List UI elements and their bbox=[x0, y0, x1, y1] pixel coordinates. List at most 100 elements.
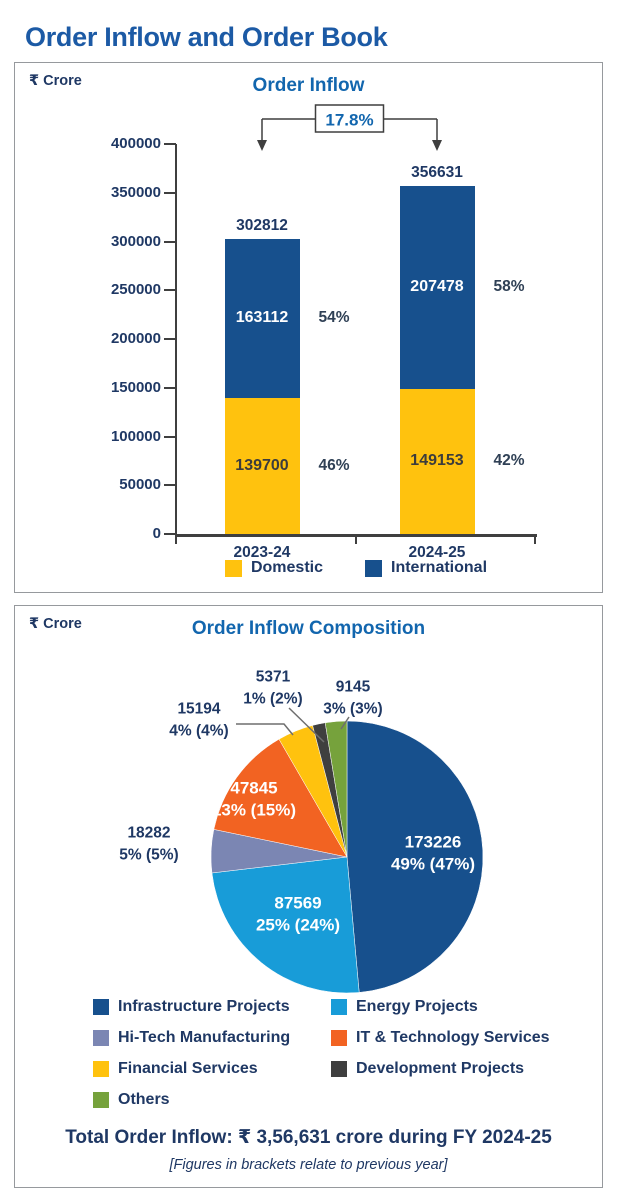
domestic-swatch bbox=[224, 559, 242, 577]
annotation-box bbox=[314, 104, 385, 133]
bar-segment-international bbox=[224, 238, 300, 398]
pie-legend-label: Development Projects bbox=[356, 1060, 525, 1077]
financial-services-swatch bbox=[93, 1061, 109, 1077]
pie-value-others: 9145 bbox=[336, 679, 371, 696]
bar-pct-domestic: 46% bbox=[318, 456, 350, 474]
growth-pct-label: 17.8% bbox=[325, 111, 373, 130]
bar-pct-international: 54% bbox=[318, 309, 350, 327]
pie-pct-financial-services: 4% (4%) bbox=[169, 723, 228, 740]
pie-pct-others: 3% (3%) bbox=[323, 701, 382, 718]
bar-legend-label: Domestic bbox=[250, 559, 323, 576]
pie-legend-label: Financial Services bbox=[118, 1060, 258, 1077]
pie-legend-item-it-technology-services: IT & Technology Services bbox=[331, 1029, 569, 1047]
bar-legend-item-domestic: Domestic bbox=[224, 559, 323, 577]
x-axis-tick bbox=[534, 536, 536, 544]
pie-slice-energy-projects bbox=[211, 856, 360, 994]
pie-slice-it-technology-services bbox=[213, 738, 348, 858]
pie-value-infrastructure-projects: 173226 bbox=[405, 833, 462, 852]
x-axis-tick bbox=[354, 536, 357, 544]
brackets-footnote: [Figures in brackets relate to previous … bbox=[169, 1157, 448, 1173]
pie-legend-item-development-projects: Development Projects bbox=[331, 1060, 569, 1078]
y-axis-tick bbox=[164, 533, 176, 535]
y-axis-tick-label: 250000 bbox=[110, 281, 161, 299]
pie-pct-energy-projects: 25% (24%) bbox=[256, 916, 340, 935]
pie-legend-item-infrastructure-projects: Infrastructure Projects bbox=[93, 998, 331, 1016]
y-axis-tick-label: 200000 bbox=[110, 330, 161, 347]
pie-pct-hi-tech-manufacturing: 5% (5%) bbox=[119, 847, 178, 864]
y-axis-tick bbox=[164, 240, 176, 243]
bar-chart: 0 50000 100000 150000 200000 250000 300000 3500… bbox=[15, 63, 602, 592]
pie-leader-line-financial-services bbox=[236, 723, 294, 736]
y-axis-tick bbox=[164, 143, 176, 145]
pie-pct-infrastructure-projects: 49% (47%) bbox=[391, 855, 475, 874]
y-axis-tick-label: 0 bbox=[152, 525, 161, 542]
y-axis-tick-label: 350000 bbox=[110, 183, 161, 201]
bar-chart-title: Order Inflow bbox=[252, 75, 365, 96]
pie-legend-label: Infrastructure Projects bbox=[118, 998, 290, 1015]
bar-total-label: 302812 bbox=[236, 216, 288, 234]
y-axis-tick-label: 100000 bbox=[110, 427, 161, 445]
x-axis-tick bbox=[175, 536, 177, 544]
y-axis-tick-label: 300000 bbox=[110, 232, 161, 250]
pie-leader-line-others bbox=[340, 716, 350, 730]
annotation-arrowhead bbox=[257, 140, 267, 151]
pie-legend: Infrastructure Projects Energy Projects Hi… bbox=[93, 998, 573, 1109]
y-axis-tick bbox=[164, 386, 176, 389]
bar-legend: Domestic International bbox=[176, 559, 536, 577]
pie-pct-development-projects: 1% (2%) bbox=[243, 691, 302, 708]
pie-unit-label: ₹ Crore bbox=[29, 616, 82, 632]
pie-leader-line-development-projects bbox=[288, 707, 325, 743]
pie-pct-it-technology-services: 13% (15%) bbox=[212, 801, 296, 820]
y-axis-tick bbox=[164, 191, 176, 194]
pie-legend-item-hi-tech-manufacturing: Hi-Tech Manufacturing bbox=[93, 1029, 331, 1047]
bar-segment-domestic bbox=[399, 388, 475, 534]
bar-value-international: 207478 bbox=[410, 278, 464, 296]
pie-legend-item-energy-projects: Energy Projects bbox=[331, 998, 569, 1016]
bar-segment-international bbox=[399, 186, 475, 389]
pie-chart: 173226 49% (47%) 87569 25% (24%) 18282 5% (5%… bbox=[119, 669, 484, 994]
bar-pct-domestic: 42% bbox=[493, 452, 525, 470]
order-inflow-composition-panel: ₹ Crore Order Inflow Composition 173226 4… bbox=[14, 605, 603, 1188]
y-axis-tick-label: 150000 bbox=[110, 378, 161, 396]
pie-legend-label: Others bbox=[118, 1091, 170, 1108]
pie-legend-label: Hi-Tech Manufacturing bbox=[118, 1029, 291, 1046]
pie-chart-title: Order Inflow Composition bbox=[191, 618, 426, 639]
pie-slice-infrastructure-projects bbox=[346, 720, 484, 993]
energy-projects-swatch bbox=[331, 999, 347, 1015]
y-axis-tick bbox=[164, 484, 176, 487]
category-label: 2023-24 bbox=[233, 544, 291, 561]
pie-value-hi-tech-manufacturing: 18282 bbox=[127, 825, 170, 842]
y-axis-tick-label: 400000 bbox=[110, 135, 161, 152]
pie-legend-item-financial-services: Financial Services bbox=[93, 1060, 331, 1078]
pie-value-energy-projects: 87569 bbox=[274, 894, 321, 913]
pie-value-development-projects: 5371 bbox=[256, 669, 291, 686]
international-swatch bbox=[365, 559, 382, 577]
y-axis-tick bbox=[164, 338, 176, 340]
total-order-inflow-note: Total Order Inflow: ₹ 3,56,631 crore dur… bbox=[65, 1127, 552, 1148]
pie-legend-label: Energy Projects bbox=[356, 998, 478, 1015]
infrastructure-projects-swatch bbox=[93, 999, 109, 1015]
pie-legend-item-others: Others bbox=[93, 1091, 331, 1109]
bar-total-label: 356631 bbox=[411, 164, 463, 182]
y-axis-tick bbox=[164, 435, 176, 438]
hi-tech-manufacturing-swatch bbox=[93, 1030, 109, 1046]
order-inflow-panel: ₹ Crore Order Inflow 0 50000 100000 150000 2… bbox=[14, 62, 603, 593]
page-title: Order Inflow and Order Book bbox=[25, 22, 388, 52]
y-axis-line bbox=[175, 144, 177, 536]
pie-value-financial-services: 15194 bbox=[177, 701, 220, 718]
bar-value-international: 163112 bbox=[235, 309, 289, 327]
annotation-arrowhead bbox=[432, 140, 442, 151]
category-label: 2024-25 bbox=[408, 544, 466, 561]
development-projects-swatch bbox=[331, 1061, 347, 1077]
others-swatch bbox=[93, 1092, 109, 1108]
it-technology-services-swatch bbox=[331, 1030, 347, 1046]
growth-annotation: 17.8% bbox=[257, 104, 442, 151]
bar-legend-item-international: International bbox=[365, 559, 487, 577]
x-axis-line bbox=[175, 534, 537, 537]
bar-value-domestic: 139700 bbox=[235, 456, 289, 474]
y-axis-tick-label: 50000 bbox=[119, 476, 161, 494]
pie-value-it-technology-services: 47845 bbox=[230, 779, 277, 798]
bar-legend-label: International bbox=[391, 559, 488, 576]
y-axis-tick bbox=[164, 289, 176, 292]
bar-value-domestic: 149153 bbox=[410, 452, 464, 470]
